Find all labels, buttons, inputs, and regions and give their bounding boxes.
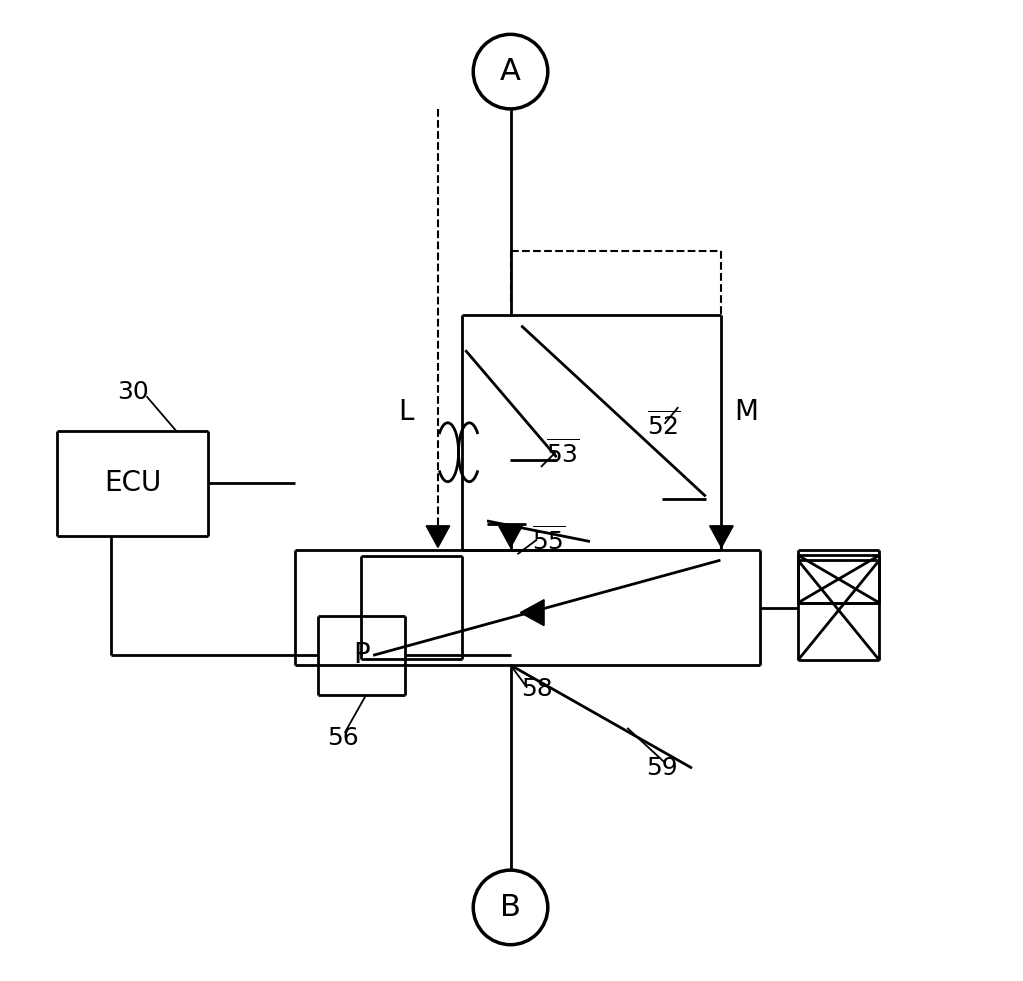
Text: 56: 56 xyxy=(327,726,359,749)
Text: B: B xyxy=(500,893,521,922)
Text: M: M xyxy=(735,398,758,426)
Text: $\overline{52}$: $\overline{52}$ xyxy=(647,410,680,439)
Polygon shape xyxy=(427,526,450,547)
Text: 30: 30 xyxy=(118,381,149,404)
Text: ECU: ECU xyxy=(104,469,162,497)
Polygon shape xyxy=(710,526,733,547)
Text: P: P xyxy=(353,642,369,669)
Text: L: L xyxy=(399,398,414,426)
Text: A: A xyxy=(500,57,521,86)
Text: $\overline{53}$: $\overline{53}$ xyxy=(546,439,580,468)
Text: 58: 58 xyxy=(522,677,553,700)
Polygon shape xyxy=(499,526,523,547)
Text: $\overline{55}$: $\overline{55}$ xyxy=(532,526,566,555)
Text: 59: 59 xyxy=(646,756,677,780)
Polygon shape xyxy=(521,599,544,626)
